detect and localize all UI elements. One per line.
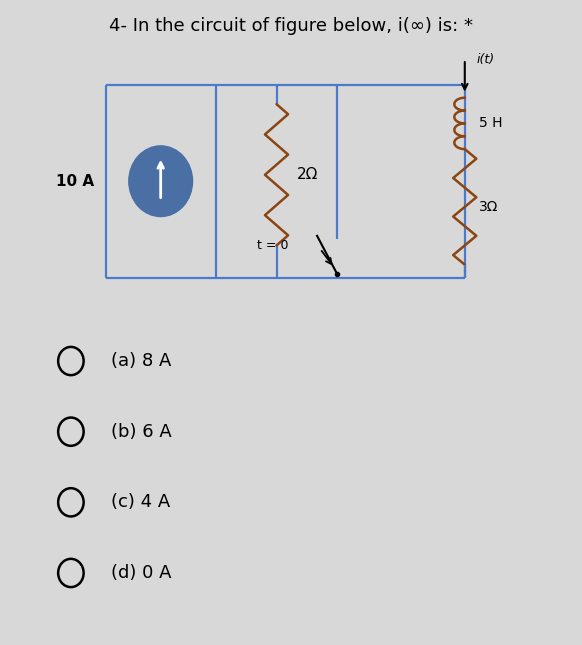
Text: 2Ω: 2Ω [297, 167, 318, 183]
Text: i(t): i(t) [476, 53, 495, 66]
Text: 4- In the circuit of figure below, i(∞) is: *: 4- In the circuit of figure below, i(∞) … [109, 17, 473, 35]
Text: 5 H: 5 H [479, 116, 503, 130]
Text: (c) 4 A: (c) 4 A [111, 493, 171, 511]
Text: (b) 6 A: (b) 6 A [111, 422, 172, 441]
Text: 10 A: 10 A [56, 174, 94, 189]
Text: (d) 0 A: (d) 0 A [111, 564, 172, 582]
Text: 3Ω: 3Ω [479, 200, 499, 214]
Circle shape [129, 146, 193, 217]
Text: t = 0: t = 0 [257, 239, 288, 252]
Text: (a) 8 A: (a) 8 A [111, 352, 172, 370]
